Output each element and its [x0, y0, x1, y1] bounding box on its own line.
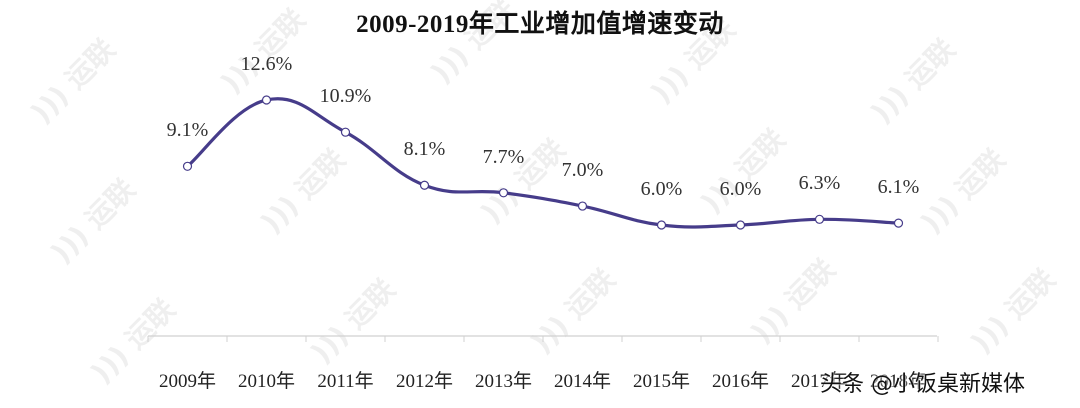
data-label: 12.6%: [240, 53, 293, 75]
data-label: 6.3%: [798, 172, 841, 195]
data-point-marker: [814, 214, 825, 224]
data-point-marker: [261, 95, 272, 105]
x-axis-label: 2016年: [711, 371, 769, 392]
x-axis: [147, 335, 939, 342]
chart-title: 2009-2019年工业增加值增速变动: [356, 11, 724, 38]
data-point-marker: [577, 201, 588, 211]
series-line: [185, 97, 901, 229]
x-axis-label: 2013年: [474, 371, 532, 392]
data-label: 6.1%: [877, 176, 920, 199]
x-axis-labels: 2009年 2010年 2011年 2012年 2013年 2014年 2015年 2016年…: [148, 366, 937, 396]
data-label: 6.0%: [719, 178, 762, 200]
data-point-marker: [419, 180, 430, 190]
data-point-marker: [498, 188, 509, 198]
x-axis-label: 2015年: [632, 371, 690, 392]
data-label: 6.0%: [640, 178, 683, 200]
data-point-marker: [735, 220, 746, 230]
data-label: 10.9%: [319, 85, 372, 108]
data-point-marker: [893, 218, 904, 228]
x-axis-label: 2010年: [237, 371, 295, 392]
data-label: 7.7%: [482, 145, 525, 168]
source-credit-watermark: 头条 @小饭桌新媒体: [820, 372, 1025, 397]
x-axis-label: 2014年: [553, 371, 611, 392]
x-axis-label: 2017年: [790, 371, 848, 392]
data-label: 9.1%: [166, 119, 209, 142]
data-label: 8.1%: [403, 138, 446, 161]
data-point-marker: [340, 127, 351, 137]
data-label: 7.0%: [561, 159, 604, 182]
x-axis-ticks: [147, 336, 939, 342]
data-point-marker: [182, 161, 193, 171]
data-markers: [182, 95, 904, 230]
data-point-marker: [656, 220, 667, 230]
x-axis-label: 2011年: [317, 371, 374, 392]
x-axis-label: 2018年: [869, 371, 927, 392]
x-axis-label: 2009年: [158, 371, 216, 392]
x-axis-label: 2012年: [395, 371, 453, 392]
